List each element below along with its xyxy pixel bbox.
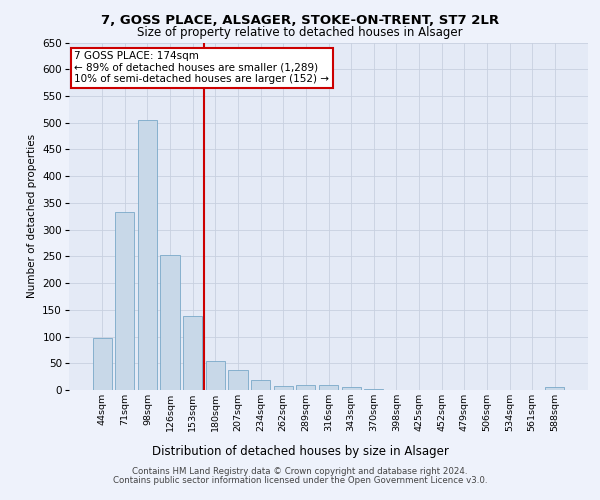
Text: Size of property relative to detached houses in Alsager: Size of property relative to detached ho… xyxy=(137,26,463,39)
Bar xyxy=(160,254,180,390)
Bar xyxy=(274,386,293,390)
Bar xyxy=(229,370,248,390)
Bar xyxy=(92,338,112,390)
Bar xyxy=(138,120,157,390)
Bar xyxy=(319,384,338,390)
Text: 7, GOSS PLACE, ALSAGER, STOKE-ON-TRENT, ST7 2LR: 7, GOSS PLACE, ALSAGER, STOKE-ON-TRENT, … xyxy=(101,14,499,27)
Text: Contains public sector information licensed under the Open Government Licence v3: Contains public sector information licen… xyxy=(113,476,487,485)
Bar xyxy=(115,212,134,390)
Text: Distribution of detached houses by size in Alsager: Distribution of detached houses by size … xyxy=(152,444,448,458)
Text: Contains HM Land Registry data © Crown copyright and database right 2024.: Contains HM Land Registry data © Crown c… xyxy=(132,467,468,476)
Bar xyxy=(251,380,270,390)
Bar xyxy=(296,384,316,390)
Bar xyxy=(341,388,361,390)
Bar xyxy=(183,316,202,390)
Y-axis label: Number of detached properties: Number of detached properties xyxy=(27,134,37,298)
Bar xyxy=(545,388,565,390)
Text: 7 GOSS PLACE: 174sqm
← 89% of detached houses are smaller (1,289)
10% of semi-de: 7 GOSS PLACE: 174sqm ← 89% of detached h… xyxy=(74,51,329,84)
Bar xyxy=(206,360,225,390)
